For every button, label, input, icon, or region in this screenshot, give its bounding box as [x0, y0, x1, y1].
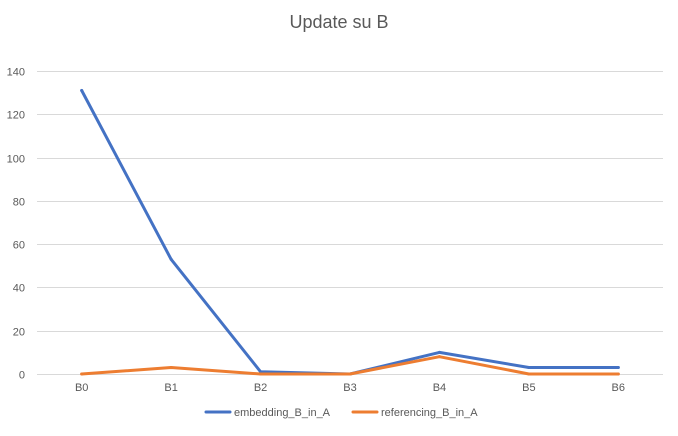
y-tick-label: 20	[13, 327, 25, 339]
y-tick-label: 100	[7, 154, 25, 166]
data-point-embedding_B_in_A-B6	[616, 366, 620, 370]
data-point-referencing_B_in_A-B4	[437, 355, 441, 359]
data-point-referencing_B_in_A-B1	[169, 366, 173, 370]
y-tick-label: 120	[7, 110, 25, 122]
data-point-referencing_B_in_A-B3	[348, 372, 352, 376]
legend-item: referencing_B_in_A	[351, 407, 478, 419]
x-tick-label: B5	[522, 382, 535, 394]
data-point-referencing_B_in_A-B6	[616, 372, 620, 376]
legend-label: embedding_B_in_A	[234, 407, 331, 419]
y-tick-label: 80	[13, 197, 25, 209]
x-tick-label: B6	[612, 382, 625, 394]
series-line-referencing_B_in_A	[80, 355, 620, 376]
data-point-embedding_B_in_A-B5	[527, 366, 531, 370]
x-tick-label: B3	[343, 382, 356, 394]
y-tick-label: 60	[13, 240, 25, 252]
x-axis-ticks: B0 B1 B2 B3 B4 B5 B6	[75, 382, 625, 394]
data-point-embedding_B_in_A-B4	[437, 350, 441, 354]
x-tick-label: B2	[254, 382, 267, 394]
data-point-referencing_B_in_A-B2	[259, 372, 263, 376]
data-point-referencing_B_in_A-B0	[80, 372, 84, 376]
legend-item: embedding_B_in_A	[204, 407, 331, 419]
x-tick-label: B0	[75, 382, 88, 394]
y-tick-label: 40	[13, 283, 25, 295]
y-axis-ticks: 0 20 40 60 80 100 120 140	[7, 67, 25, 382]
y-tick-label: 140	[7, 67, 25, 79]
x-tick-label: B1	[164, 382, 177, 394]
series-lines	[80, 88, 620, 376]
data-point-embedding_B_in_A-B0	[80, 88, 84, 92]
x-tick-label: B4	[433, 382, 446, 394]
legend: embedding_B_in_A referencing_B_in_A	[204, 407, 478, 419]
gridlines	[37, 71, 663, 375]
y-tick-label: 0	[19, 370, 25, 382]
chart-title: Update su B	[289, 12, 388, 32]
legend-label: referencing_B_in_A	[381, 407, 478, 419]
data-point-referencing_B_in_A-B5	[527, 372, 531, 376]
data-point-embedding_B_in_A-B1	[169, 257, 173, 261]
